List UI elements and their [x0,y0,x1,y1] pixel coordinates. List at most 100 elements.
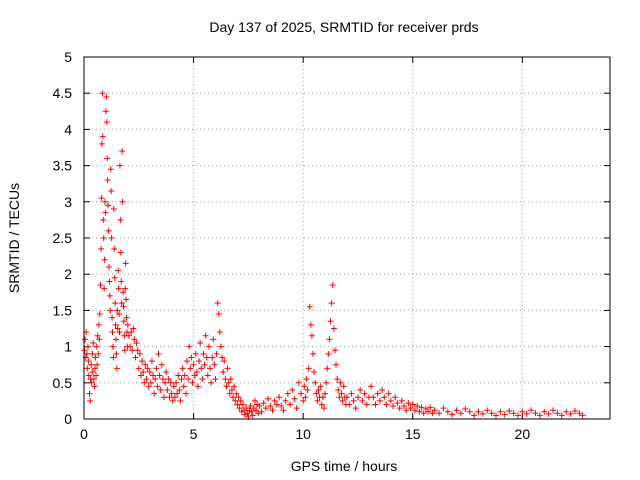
data-point [105,263,112,270]
data-point [128,329,135,336]
data-point [199,376,206,383]
data-point [265,395,272,402]
data-point [116,162,123,169]
data-point [110,206,117,213]
data-point [157,387,164,394]
data-point [109,314,116,321]
y-tick-label: 5 [64,49,72,65]
data-point [457,410,464,417]
data-point [267,402,274,409]
data-point [501,411,508,418]
data-point [119,198,126,205]
data-point [541,408,548,415]
data-point [169,397,176,404]
data-point [119,148,126,155]
data-point [523,410,530,417]
data-point [532,410,539,417]
data-point [106,278,113,285]
data-point [184,358,191,365]
data-point [449,411,456,418]
data-point [331,347,338,354]
data-point [280,407,287,414]
data-point [231,383,238,390]
data-point [519,408,526,415]
data-point [497,408,504,415]
data-point [165,376,172,383]
data-point [323,379,330,386]
data-point [325,350,332,357]
data-point [140,368,147,375]
data-point [558,412,565,419]
data-point [123,314,130,321]
data-point [89,368,96,375]
data-point [440,405,447,412]
data-point [269,407,276,414]
data-point [217,343,224,350]
data-point [94,361,101,368]
x-tick-label: 0 [80,426,88,442]
x-tick-label: 15 [405,426,421,442]
data-point [89,350,96,357]
data-point [311,368,318,375]
data-point [177,397,184,404]
y-tick-label: 1 [64,339,72,355]
data-point [328,300,335,307]
data-point [159,376,166,383]
data-point [88,361,95,368]
data-point [116,329,123,336]
data-point [175,372,182,379]
data-point [249,412,256,419]
data-point [300,397,307,404]
data-point [383,401,390,408]
data-point [112,336,119,343]
data-point [431,407,438,414]
y-tick-label: 1.5 [53,302,73,318]
data-point [97,282,104,289]
data-point [114,307,121,314]
data-point [174,390,181,397]
data-point [84,343,91,350]
y-axis-label: SRMTID / TECUs [6,183,22,293]
data-point [158,361,165,368]
y-tick-label: 0.5 [53,375,73,391]
data-point [136,350,143,357]
data-point [155,350,162,357]
x-tick-label: 20 [515,426,531,442]
data-point [312,379,319,386]
data-point [188,354,195,361]
data-point [179,365,186,372]
data-point [213,350,220,357]
data-point [262,405,269,412]
data-point [120,318,127,325]
data-point [282,397,289,404]
data-point [176,387,183,394]
data-point [185,376,192,383]
data-point [545,410,552,417]
data-point [348,390,355,397]
data-point [293,405,300,412]
data-point [118,278,125,285]
data-point [117,216,124,223]
data-point [276,394,283,401]
data-point [151,390,158,397]
data-point [381,394,388,401]
data-point [322,390,329,397]
data-point [376,397,383,404]
data-point [109,329,116,336]
data-point [91,383,98,390]
data-point [258,408,265,415]
data-point [230,394,237,401]
data-point [295,379,302,386]
data-point [319,394,326,401]
data-point [121,347,128,354]
data-point [216,329,223,336]
data-point [191,372,198,379]
data-point [141,379,148,386]
data-point [171,394,178,401]
plot-frame [83,56,611,420]
data-point [101,256,108,263]
data-point [190,361,197,368]
data-point [134,347,141,354]
data-point [166,394,173,401]
y-tick-label: 4.5 [53,85,73,101]
